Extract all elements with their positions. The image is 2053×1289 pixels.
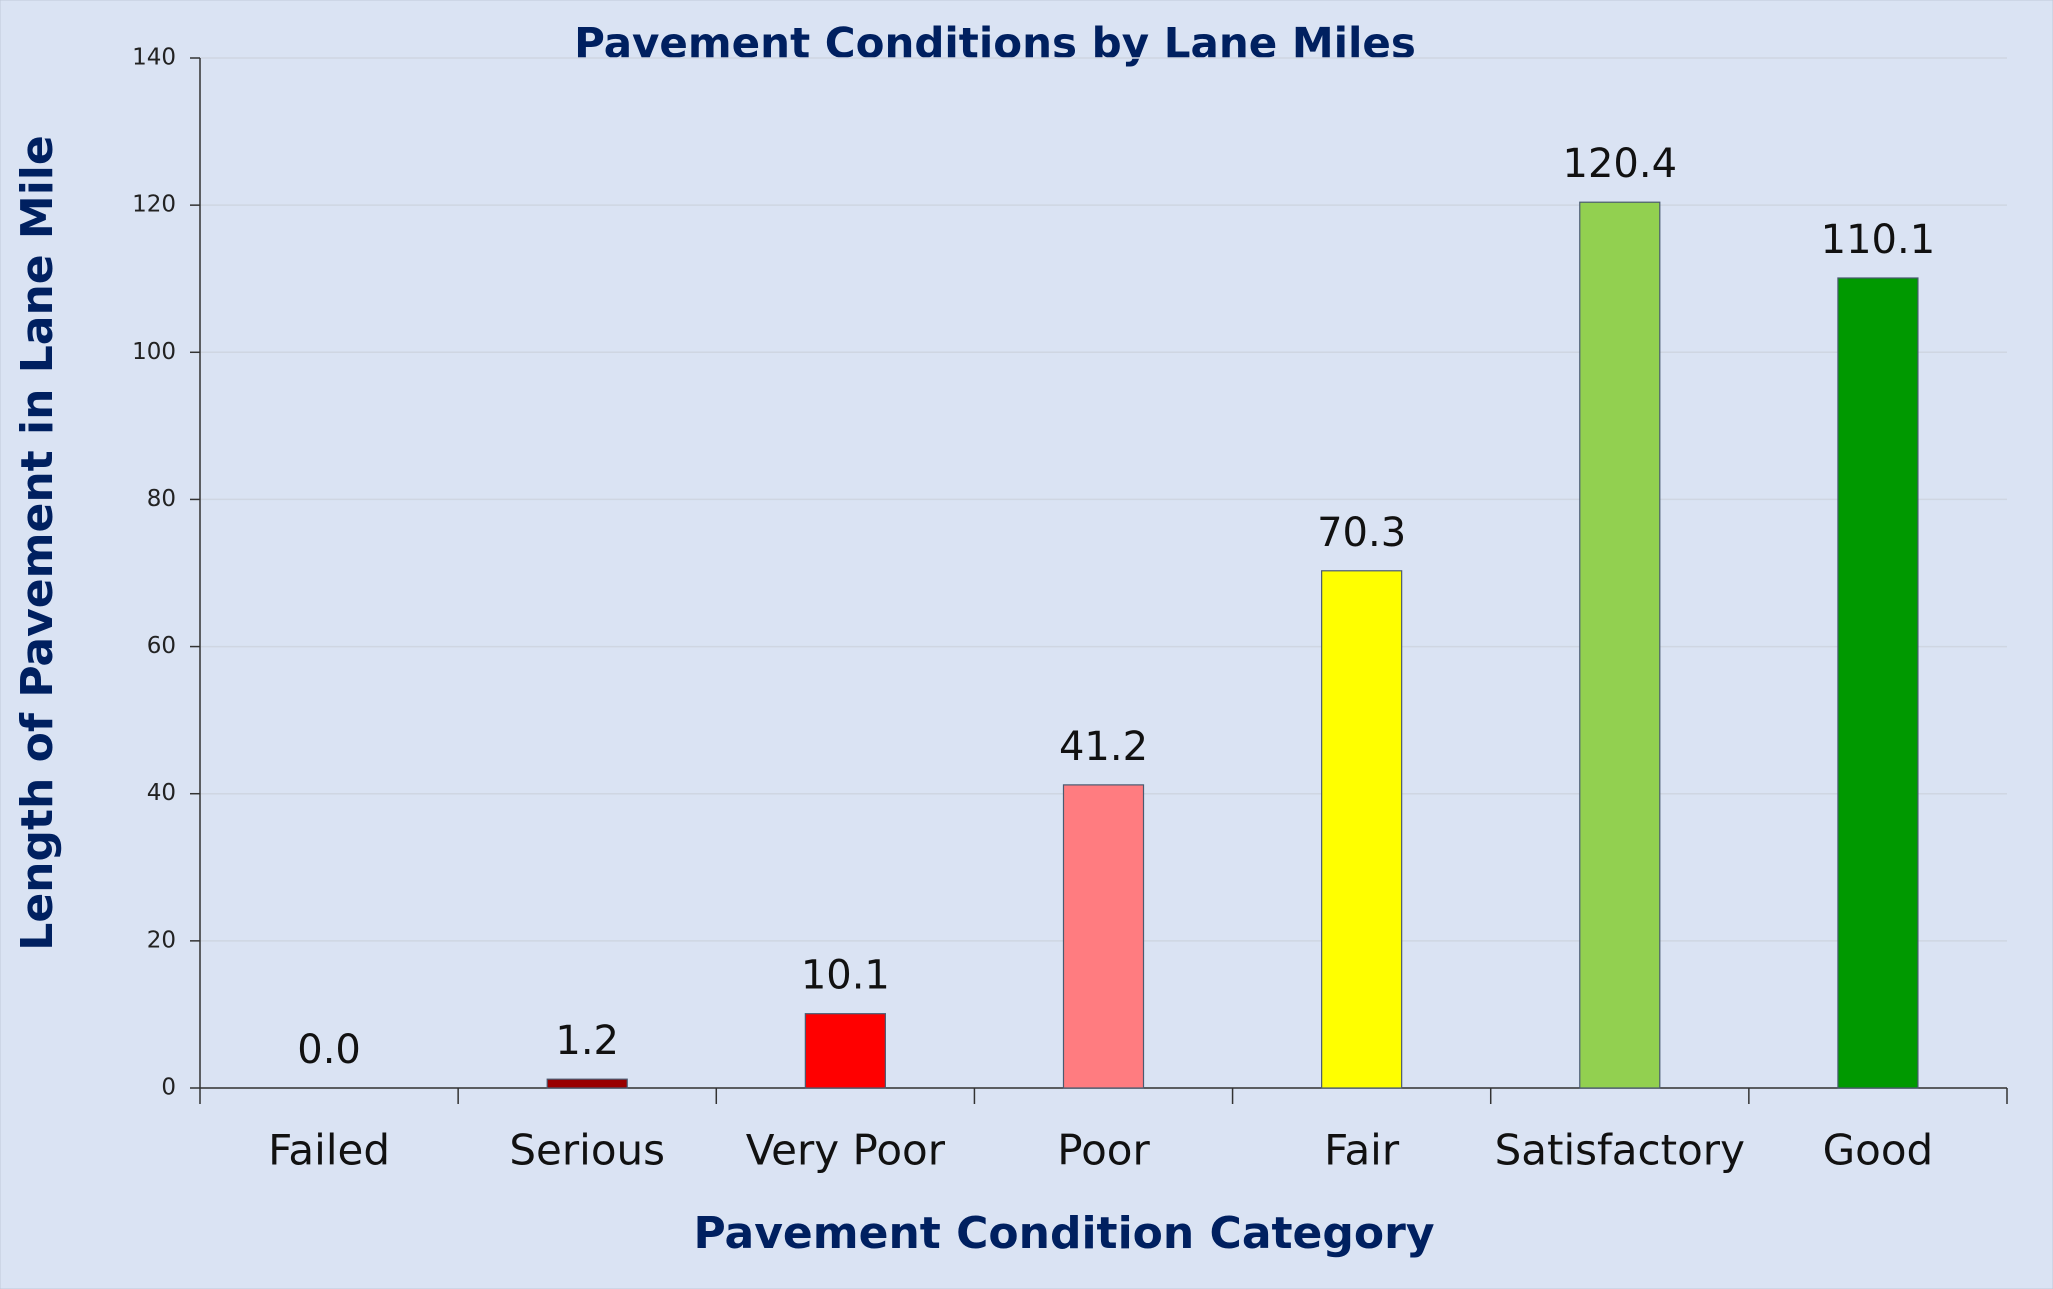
y-tick-label: 40 <box>147 780 176 806</box>
bar <box>1579 201 1661 1089</box>
y-axis-title: Length of Pavement in Lane Mile <box>12 135 63 950</box>
y-tick-label: 60 <box>147 633 176 659</box>
x-tick-label: Good <box>1823 1126 1934 1175</box>
x-tick-label: Failed <box>268 1126 390 1175</box>
y-tick-label: 120 <box>132 192 176 218</box>
x-tick-label: Very Poor <box>746 1126 946 1175</box>
y-tick-label: 100 <box>132 339 176 365</box>
data-label: 120.4 <box>1563 141 1678 187</box>
bar <box>1837 277 1919 1089</box>
data-label: 1.2 <box>555 1018 619 1064</box>
x-axis-title: Pavement Condition Category <box>693 1208 1434 1259</box>
bar <box>1062 784 1145 1089</box>
data-label: 70.3 <box>1317 510 1406 556</box>
y-tick-label: 0 <box>161 1075 176 1101</box>
x-tick-label: Serious <box>509 1126 665 1175</box>
data-label: 10.1 <box>801 953 890 999</box>
bar <box>804 1013 886 1089</box>
x-tick-label: Satisfactory <box>1495 1126 1745 1175</box>
x-tick-label: Poor <box>1057 1126 1150 1175</box>
bar <box>1321 570 1403 1089</box>
chart-title: Pavement Conditions by Lane Miles <box>574 19 1416 68</box>
x-tick-label: Fair <box>1324 1126 1400 1175</box>
y-tick-label: 80 <box>147 486 176 512</box>
y-tick-label: 140 <box>132 45 176 71</box>
data-label: 110.1 <box>1821 217 1936 263</box>
y-tick-label: 20 <box>147 927 176 953</box>
bar <box>546 1078 628 1089</box>
data-label: 41.2 <box>1059 724 1148 770</box>
data-label: 0.0 <box>297 1027 361 1073</box>
